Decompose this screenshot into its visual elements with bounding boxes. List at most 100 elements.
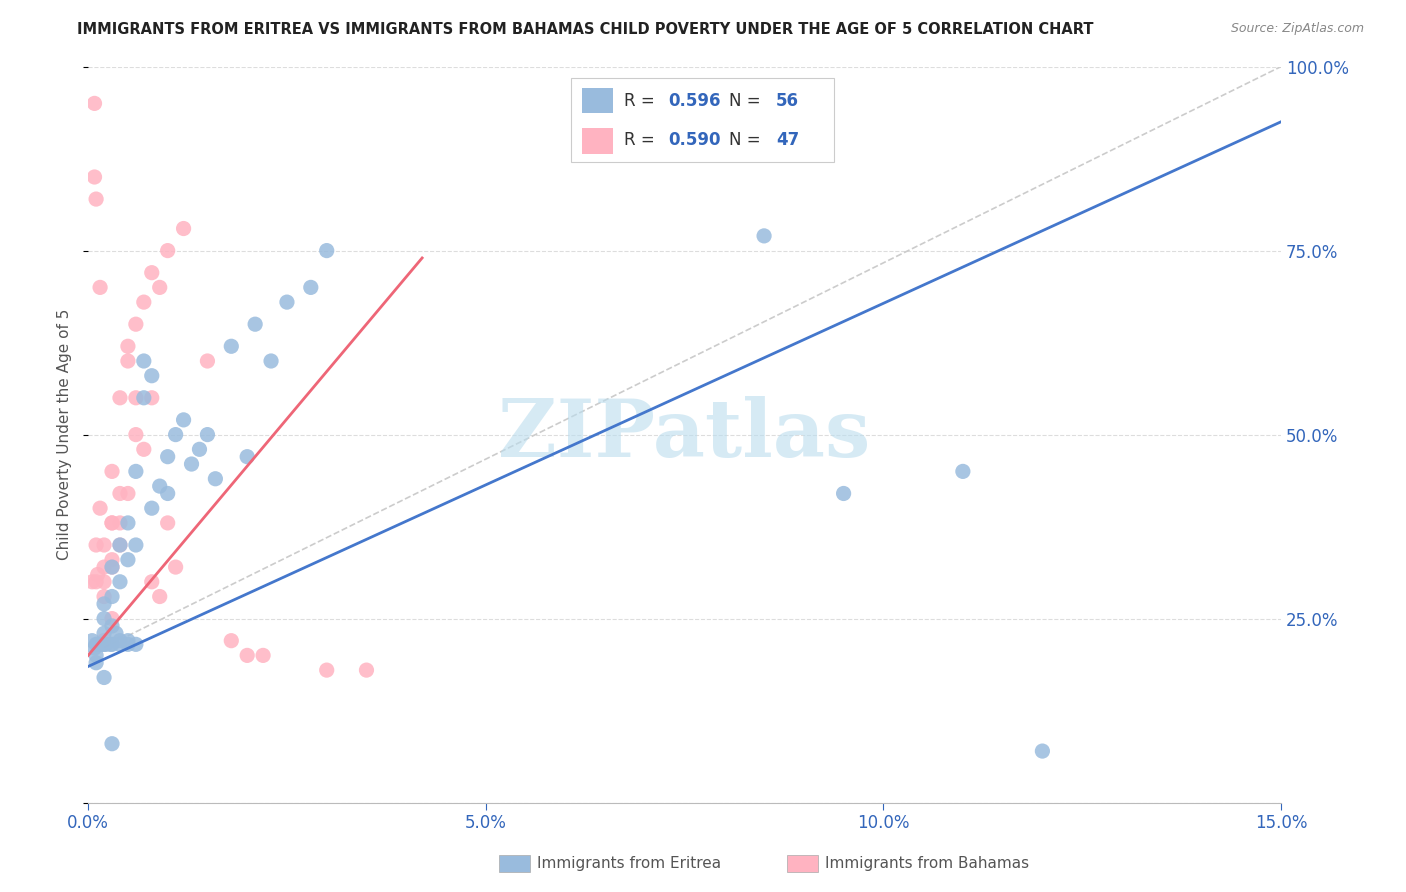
Point <box>1031 744 1053 758</box>
Text: Source: ZipAtlas.com: Source: ZipAtlas.com <box>1230 22 1364 36</box>
Point <box>221 633 243 648</box>
Point <box>93 590 115 604</box>
Point <box>260 354 283 368</box>
Point <box>82 633 104 648</box>
Point <box>117 633 139 648</box>
Point <box>100 637 122 651</box>
Point <box>315 663 337 677</box>
Point <box>84 648 107 663</box>
Point <box>101 637 124 651</box>
Point <box>141 266 163 280</box>
Point <box>125 538 148 552</box>
Point <box>101 590 124 604</box>
Point <box>108 574 131 589</box>
Text: ZIPatlas: ZIPatlas <box>499 395 870 474</box>
Point <box>101 611 124 625</box>
Point <box>141 574 163 589</box>
Point <box>173 413 195 427</box>
Point <box>93 671 115 685</box>
Point <box>180 457 202 471</box>
Point <box>132 295 155 310</box>
Point <box>101 560 124 574</box>
Point <box>83 96 105 111</box>
Point <box>299 280 322 294</box>
Point <box>89 280 111 294</box>
Point <box>86 637 108 651</box>
Point <box>832 486 855 500</box>
Point <box>188 442 211 457</box>
Point <box>204 472 226 486</box>
Point <box>84 656 107 670</box>
Point <box>125 637 148 651</box>
Point <box>101 737 124 751</box>
Point <box>108 486 131 500</box>
Point <box>93 626 115 640</box>
Point <box>83 640 105 655</box>
Point <box>101 464 124 478</box>
Point <box>93 560 115 574</box>
Point <box>84 637 107 651</box>
Point <box>108 633 131 648</box>
Point <box>173 221 195 235</box>
Point <box>84 538 107 552</box>
Point <box>101 516 124 530</box>
Point <box>91 637 114 651</box>
Point <box>89 637 111 651</box>
Text: Immigrants from Bahamas: Immigrants from Bahamas <box>825 856 1029 871</box>
Point <box>132 354 155 368</box>
Point <box>165 560 187 574</box>
Point <box>356 663 378 677</box>
Point <box>101 560 124 574</box>
Point <box>93 538 115 552</box>
Text: Immigrants from Eritrea: Immigrants from Eritrea <box>537 856 721 871</box>
Point <box>156 486 179 500</box>
Point <box>108 516 131 530</box>
Point <box>125 317 148 331</box>
Point <box>84 574 107 589</box>
Point <box>117 354 139 368</box>
Point <box>149 590 172 604</box>
Point <box>156 244 179 258</box>
Point <box>236 450 259 464</box>
Point <box>117 486 139 500</box>
Point <box>125 464 148 478</box>
Point <box>221 339 243 353</box>
Point <box>197 427 219 442</box>
Point <box>197 354 219 368</box>
Point <box>82 574 104 589</box>
Point <box>156 450 179 464</box>
Point <box>165 427 187 442</box>
Point <box>141 391 163 405</box>
Point <box>94 637 117 651</box>
Point <box>93 637 115 651</box>
Point <box>952 464 974 478</box>
Point <box>252 648 274 663</box>
Point <box>141 368 163 383</box>
Point <box>108 538 131 552</box>
Point <box>101 619 124 633</box>
Text: IMMIGRANTS FROM ERITREA VS IMMIGRANTS FROM BAHAMAS CHILD POVERTY UNDER THE AGE O: IMMIGRANTS FROM ERITREA VS IMMIGRANTS FR… <box>77 22 1094 37</box>
Point <box>315 244 337 258</box>
Point <box>117 637 139 651</box>
Point <box>156 516 179 530</box>
Point <box>752 228 775 243</box>
Point <box>89 501 111 516</box>
Point <box>149 479 172 493</box>
Point <box>83 169 105 184</box>
Point <box>149 280 172 294</box>
Point <box>141 501 163 516</box>
Point <box>117 339 139 353</box>
Point <box>101 552 124 566</box>
Point <box>93 574 115 589</box>
Point <box>93 611 115 625</box>
Point <box>104 626 127 640</box>
Point <box>236 648 259 663</box>
Point <box>93 597 115 611</box>
Point <box>93 633 115 648</box>
Point <box>108 391 131 405</box>
Point <box>276 295 298 310</box>
Point <box>108 637 131 651</box>
Point <box>117 516 139 530</box>
Point <box>125 391 148 405</box>
Point <box>125 427 148 442</box>
